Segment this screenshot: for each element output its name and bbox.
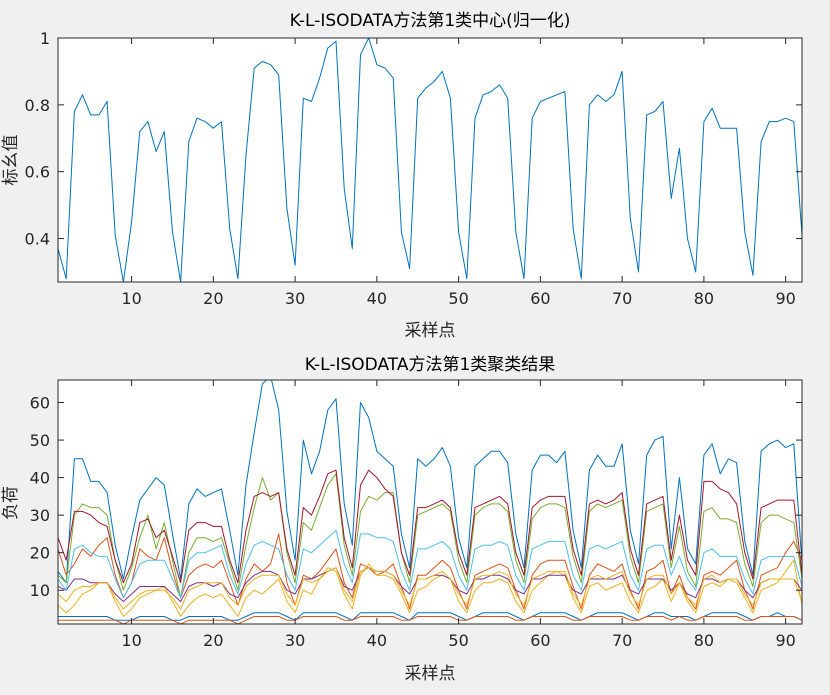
top-chart-y-tick-label: 0.4: [25, 230, 50, 249]
bottom-chart-series-line-8: [58, 612, 802, 621]
top-chart-plot-area: [58, 38, 802, 282]
bottom-chart-ylabel: 负荷: [1, 486, 21, 520]
top-chart-title: K-L-ISODATA方法第1类中心(归一化): [290, 11, 571, 31]
bottom-chart-y-tick-label: 30: [30, 506, 50, 525]
bottom-chart-x-tick-label: 60: [530, 631, 550, 650]
bottom-chart-y-tick-label: 20: [30, 544, 50, 563]
top-chart-y-tick-label: 0.8: [25, 96, 50, 115]
bottom-chart-title: K-L-ISODATA方法第1类聚类结果: [305, 355, 556, 375]
bottom-chart-x-tick-label: 50: [448, 631, 468, 650]
bottom-chart-series-line-1: [58, 380, 802, 584]
top-chart-frame: [57, 37, 803, 283]
bottom-chart-xlabel: 采样点: [405, 664, 456, 684]
bottom-chart-series-line-6: [58, 529, 802, 599]
bottom-chart-y-tick-label: 10: [30, 581, 50, 600]
top-chart-series-group: [58, 38, 802, 282]
top-chart-xlabel: 采样点: [405, 321, 456, 341]
bottom-chart-frame: [57, 379, 803, 625]
bottom-chart-series-line-9: [58, 616, 802, 624]
bottom-chart-series-line-3: [58, 559, 802, 617]
top-chart-x-tick-label: 20: [203, 289, 223, 308]
bottom-chart-y-tick-label: 60: [30, 394, 50, 413]
bottom-chart-y-tick-label: 40: [30, 469, 50, 488]
bottom-chart-x-tick-label: 30: [285, 631, 305, 650]
top-chart-x-tick-label: 70: [612, 289, 632, 308]
bottom-chart-x-tick-label: 80: [694, 631, 714, 650]
bottom-chart-x-tick-label: 90: [775, 631, 795, 650]
bottom-chart-x-tick-label: 10: [121, 631, 141, 650]
top-chart-ticks: 10 20 30 40 50 60 70 80 90 0.4 0.6 0.8 1: [25, 29, 802, 308]
top-chart-y-tick-label: 0.6: [25, 163, 50, 182]
bottom-chart-y-tick-label: 50: [30, 431, 50, 450]
bottom-chart-x-tick-label: 40: [367, 631, 387, 650]
top-chart-x-tick-label: 50: [448, 289, 468, 308]
top-chart-x-tick-label: 80: [694, 289, 714, 308]
bottom-chart-series-line-7: [58, 469, 802, 584]
bottom-chart-series-line-10: [58, 567, 802, 610]
top-chart-y-tick-label: 1: [40, 29, 50, 48]
top-chart: 10 20 30 40 50 60 70 80 90 0.4 0.6 0.8 1 K-L-ISODATA…: [1, 11, 803, 341]
top-chart-x-tick-label: 30: [285, 289, 305, 308]
top-chart-series-line-1: [58, 38, 802, 282]
bottom-chart-series-group: [58, 380, 802, 624]
bottom-chart: 10 20 30 40 50 60 70 80 90 10 20 30 40 50 60 K-L-ISODA…: [1, 355, 803, 684]
top-chart-x-tick-label: 10: [121, 289, 141, 308]
bottom-chart-x-tick-label: 70: [612, 631, 632, 650]
bottom-chart-series-line-2: [58, 533, 802, 610]
top-chart-ylabel: 标幺值: [1, 135, 21, 186]
bottom-chart-plot-area: [58, 380, 802, 624]
top-chart-x-tick-label: 60: [530, 289, 550, 308]
bottom-chart-x-tick-label: 20: [203, 631, 223, 650]
top-chart-x-tick-label: 40: [367, 289, 387, 308]
top-chart-x-tick-label: 90: [775, 289, 795, 308]
bottom-chart-ticks: 10 20 30 40 50 60 70 80 90 10 20 30 40 50 60: [30, 380, 802, 650]
